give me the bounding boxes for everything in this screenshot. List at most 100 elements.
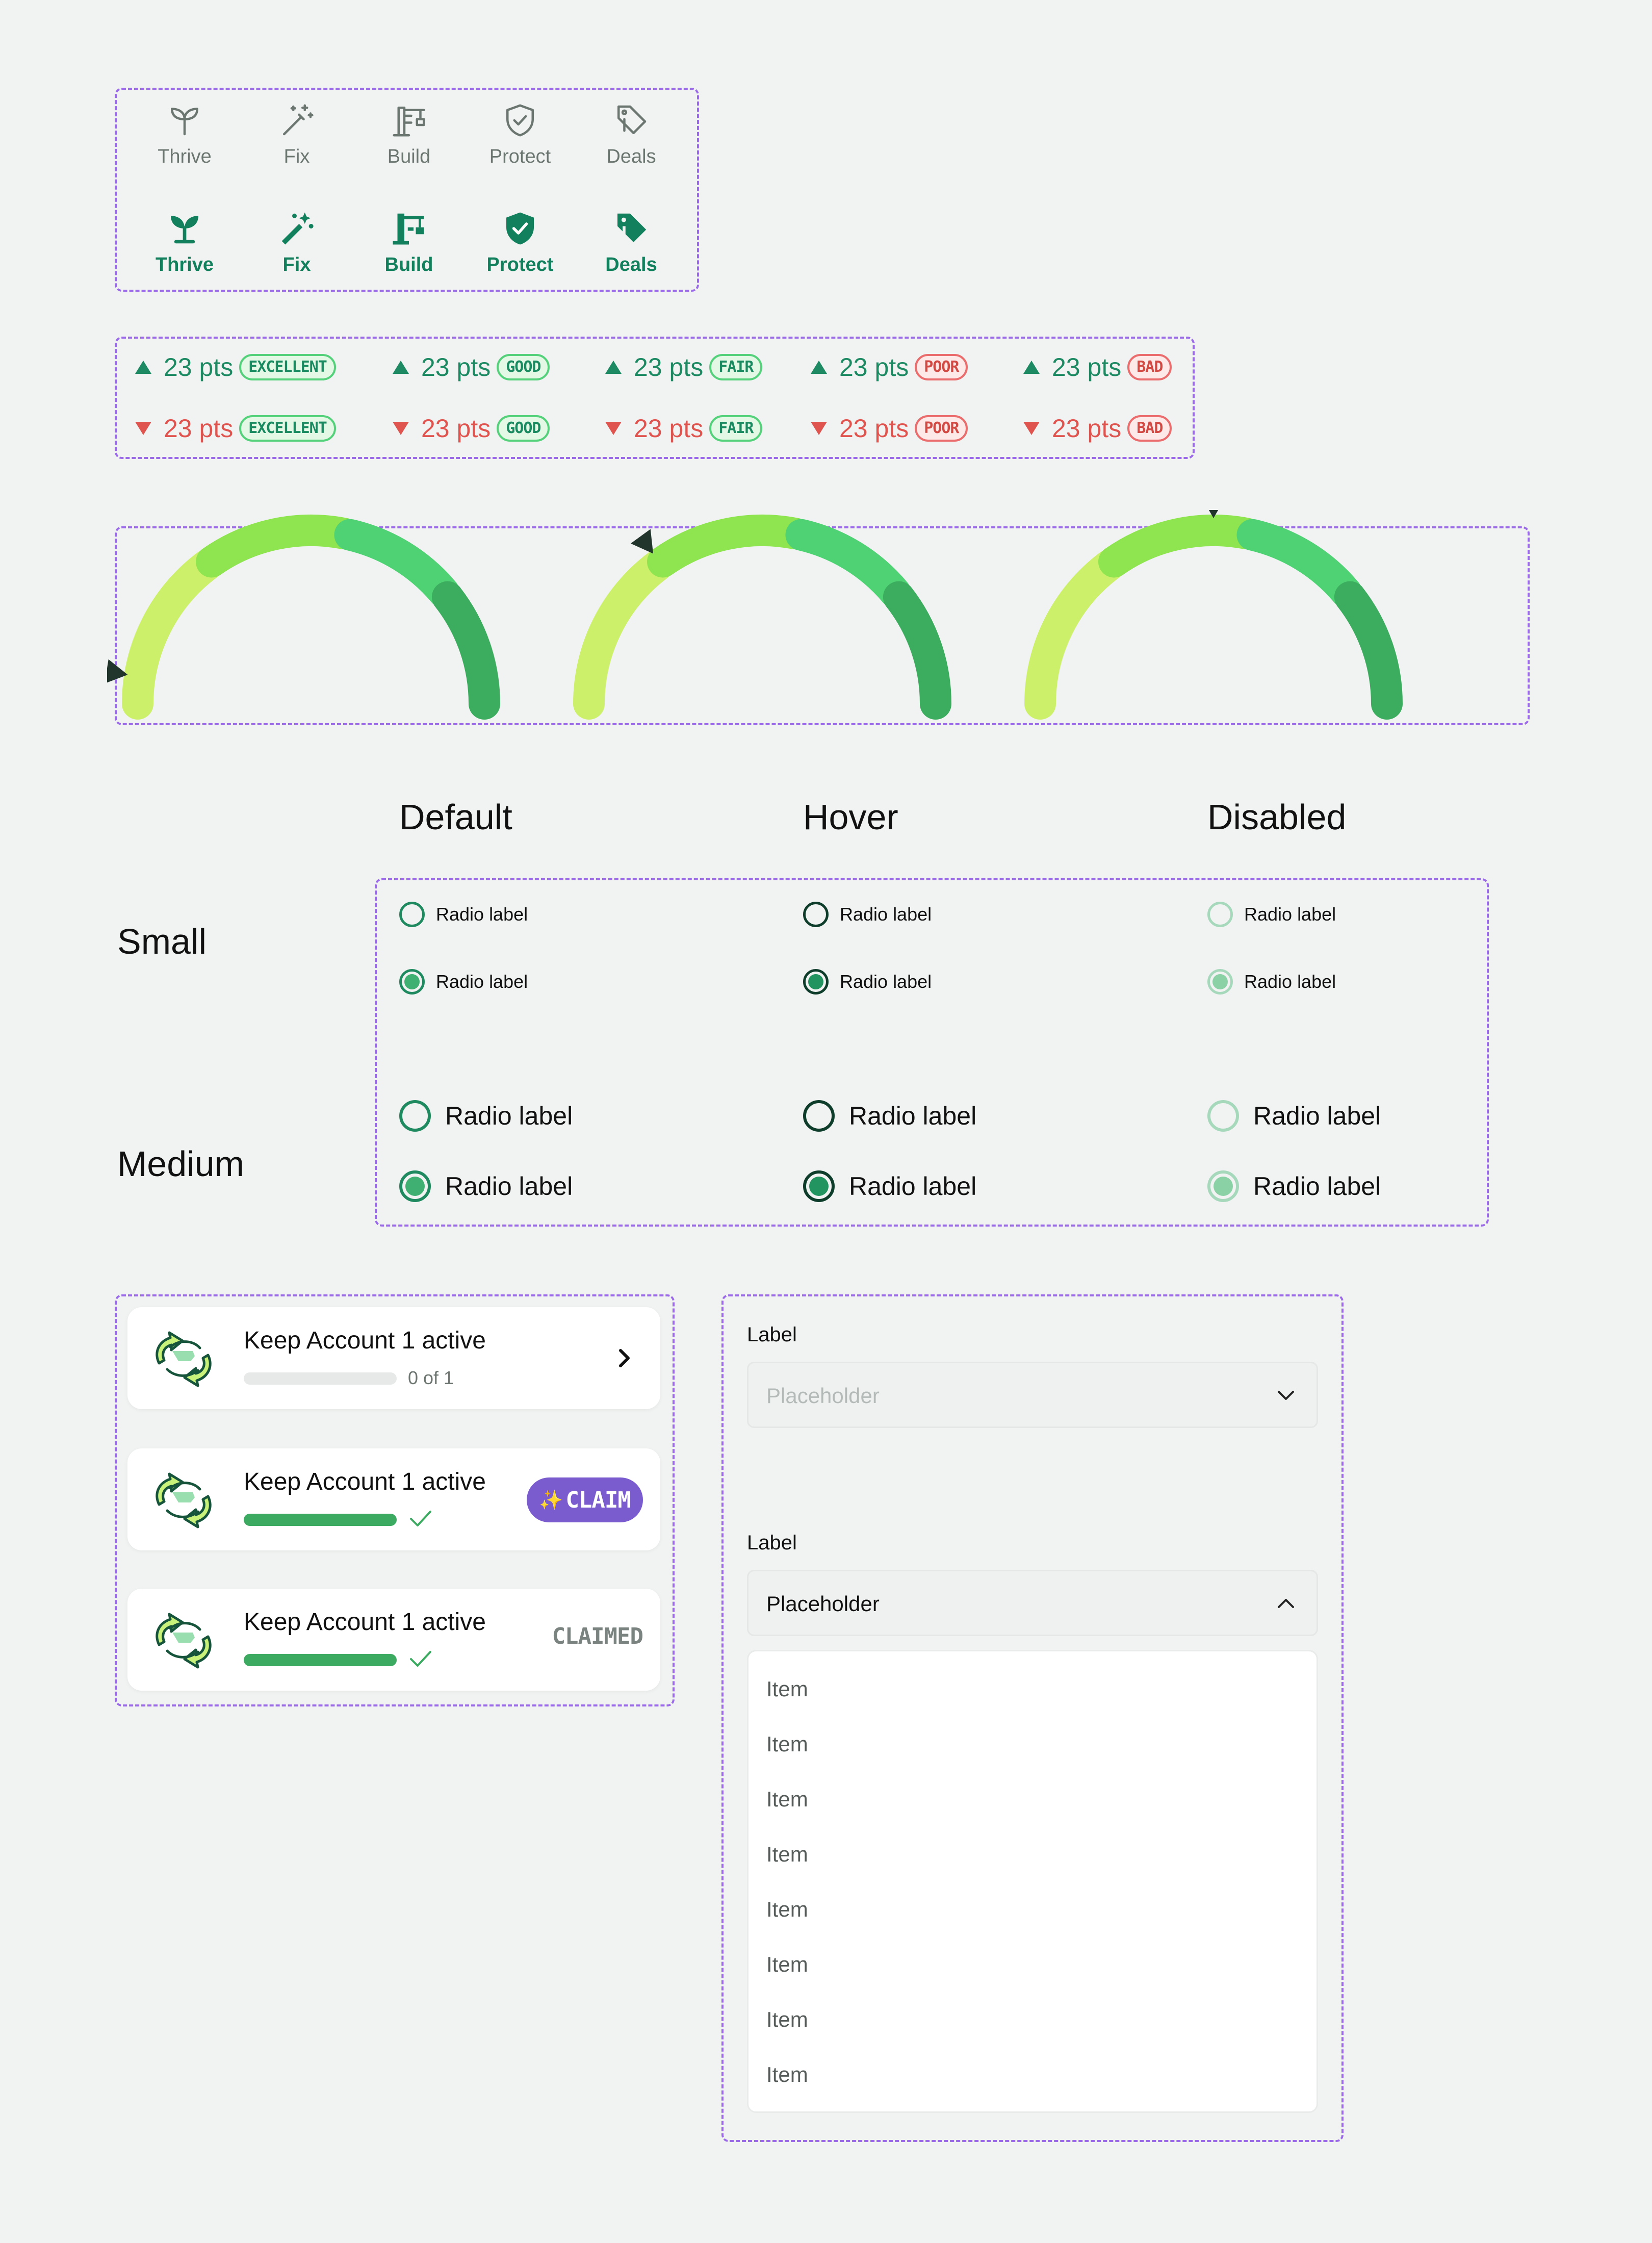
triangle-up-icon bbox=[1023, 361, 1040, 374]
radio-default-unchecked[interactable]: Radio label bbox=[399, 902, 528, 927]
nav-item-fix-filled[interactable]: Fix bbox=[246, 205, 348, 292]
task-title: Keep Account 1 active bbox=[244, 1609, 486, 1636]
checkmark-icon bbox=[410, 1651, 431, 1667]
triangle-down-icon bbox=[135, 422, 151, 435]
radio-label: Radio label bbox=[849, 1102, 977, 1130]
nav-item-protect-filled[interactable]: Protect bbox=[469, 205, 571, 292]
radio-disabled-checked: Radio label bbox=[1207, 969, 1336, 995]
task-progress-bar bbox=[244, 1654, 397, 1666]
chevron-up-icon bbox=[1278, 1599, 1294, 1608]
radio-label: Radio label bbox=[445, 1172, 573, 1201]
nav-item-label: Deals bbox=[605, 254, 657, 275]
points-change-down: 23 pts EXCELLENT bbox=[135, 411, 336, 446]
nav-item-deals-outline[interactable]: Deals bbox=[580, 97, 682, 184]
nav-item-deals-filled[interactable]: Deals bbox=[580, 205, 682, 292]
radios-frame bbox=[375, 878, 1489, 1227]
radio-label: Radio label bbox=[445, 1102, 573, 1130]
dropdown-closed[interactable]: Placeholder bbox=[747, 1362, 1318, 1428]
radio-default-checked[interactable]: Radio label bbox=[399, 969, 528, 995]
dropdown-item[interactable]: Item bbox=[766, 1952, 808, 1976]
dropdown-open[interactable]: Placeholder bbox=[747, 1570, 1318, 1636]
triangle-up-icon bbox=[605, 361, 622, 374]
radio-hover-unchecked[interactable]: Radio label bbox=[803, 1100, 976, 1132]
radio-label: Radio label bbox=[840, 904, 932, 925]
radio-circle bbox=[399, 969, 425, 995]
dropdown-open-label: Label bbox=[747, 1532, 797, 1554]
radio-circle bbox=[1207, 969, 1233, 995]
points-value: 23 pts bbox=[1052, 414, 1122, 443]
radio-label: Radio label bbox=[840, 971, 932, 992]
nav-icons-frame bbox=[115, 88, 699, 292]
triangle-down-icon bbox=[1023, 422, 1040, 435]
magic-wand-icon bbox=[278, 102, 315, 139]
dropdown-menu: Item Item Item Item Item Item Item Item bbox=[747, 1650, 1318, 2113]
task-card[interactable]: Keep Account 1 active ✨ CLAIM bbox=[127, 1448, 660, 1550]
rating-badge: EXCELLENT bbox=[239, 354, 336, 380]
radio-circle bbox=[803, 1170, 835, 1202]
recycle-icon bbox=[148, 1469, 219, 1532]
chevron-right-icon[interactable] bbox=[614, 1345, 635, 1371]
dropdown-item[interactable]: Item bbox=[766, 2062, 808, 2086]
nav-item-fix-outline[interactable]: Fix bbox=[246, 97, 348, 184]
points-value: 23 pts bbox=[839, 414, 909, 443]
radio-disabled-unchecked: Radio label bbox=[1207, 902, 1336, 927]
chevron-down-icon bbox=[1278, 1391, 1294, 1400]
dropdown-item[interactable]: Item bbox=[766, 1842, 808, 1866]
row-header-small: Small bbox=[117, 922, 207, 961]
points-change-down: 23 pts POOR bbox=[811, 411, 968, 446]
claim-button[interactable]: ✨ CLAIM bbox=[527, 1477, 643, 1522]
dropdown-item[interactable]: Item bbox=[766, 1677, 808, 1701]
price-tag-icon bbox=[613, 102, 650, 139]
triangle-down-icon bbox=[393, 422, 409, 435]
recycle-icon bbox=[148, 1328, 219, 1391]
task-progress-bar bbox=[244, 1372, 397, 1385]
magic-wand-icon bbox=[281, 212, 314, 245]
radio-fill bbox=[404, 974, 420, 989]
radio-hover-checked[interactable]: Radio label bbox=[803, 1170, 976, 1202]
radio-hover-checked[interactable]: Radio label bbox=[803, 969, 932, 995]
radio-circle bbox=[1207, 1170, 1239, 1202]
task-card[interactable]: Keep Account 1 active 0 of 1 bbox=[127, 1307, 660, 1409]
nav-item-label: Fix bbox=[283, 146, 310, 167]
price-tag-icon bbox=[617, 213, 647, 242]
points-value: 23 pts bbox=[164, 414, 234, 443]
triangle-up-icon bbox=[393, 361, 409, 374]
points-change-up: 23 pts EXCELLENT bbox=[135, 349, 336, 385]
nav-item-thrive-filled[interactable]: Thrive bbox=[134, 205, 236, 292]
dropdown-item[interactable]: Item bbox=[766, 1732, 808, 1756]
column-header-default: Default bbox=[399, 797, 512, 837]
gauge-segment bbox=[1236, 519, 1362, 608]
nav-item-thrive-outline[interactable]: Thrive bbox=[134, 97, 236, 184]
gauge-segment bbox=[647, 515, 811, 578]
task-card[interactable]: Keep Account 1 active CLAIMED bbox=[127, 1589, 660, 1691]
gauge-segment bbox=[1024, 549, 1125, 720]
nav-item-protect-outline[interactable]: Protect bbox=[469, 97, 571, 184]
nav-item-build-outline[interactable]: Build bbox=[358, 97, 460, 184]
sparkle-icon: ✨ bbox=[539, 1488, 563, 1511]
gauge-pointer-icon bbox=[107, 659, 128, 684]
radio-default-checked[interactable]: Radio label bbox=[399, 1170, 573, 1202]
radio-default-unchecked[interactable]: Radio label bbox=[399, 1100, 573, 1132]
triangle-up-icon bbox=[135, 361, 151, 374]
dropdown-item[interactable]: Item bbox=[766, 1897, 808, 1921]
radio-fill bbox=[405, 1177, 425, 1196]
dropdown-item[interactable]: Item bbox=[766, 1787, 808, 1811]
column-header-hover: Hover bbox=[803, 797, 898, 837]
triangle-down-icon bbox=[811, 422, 827, 435]
dropdown-item[interactable]: Item bbox=[766, 2007, 808, 2031]
radio-fill bbox=[809, 1177, 829, 1196]
dropdowns-frame bbox=[721, 1294, 1344, 2142]
recycle-icon bbox=[148, 1609, 219, 1672]
nav-item-build-filled[interactable]: Build bbox=[358, 205, 460, 292]
gauge-segment bbox=[122, 549, 223, 720]
nav-item-label: Fix bbox=[282, 254, 311, 275]
points-change-up: 23 pts GOOD bbox=[393, 349, 550, 385]
rating-badge: POOR bbox=[915, 354, 968, 380]
points-value: 23 pts bbox=[634, 414, 704, 443]
gauge-segment bbox=[1334, 581, 1403, 720]
radio-label: Radio label bbox=[436, 971, 528, 992]
radio-circle bbox=[399, 1170, 431, 1202]
gauge-segment bbox=[1098, 515, 1262, 578]
rating-badge: BAD bbox=[1127, 354, 1172, 380]
radio-hover-unchecked[interactable]: Radio label bbox=[803, 902, 932, 927]
